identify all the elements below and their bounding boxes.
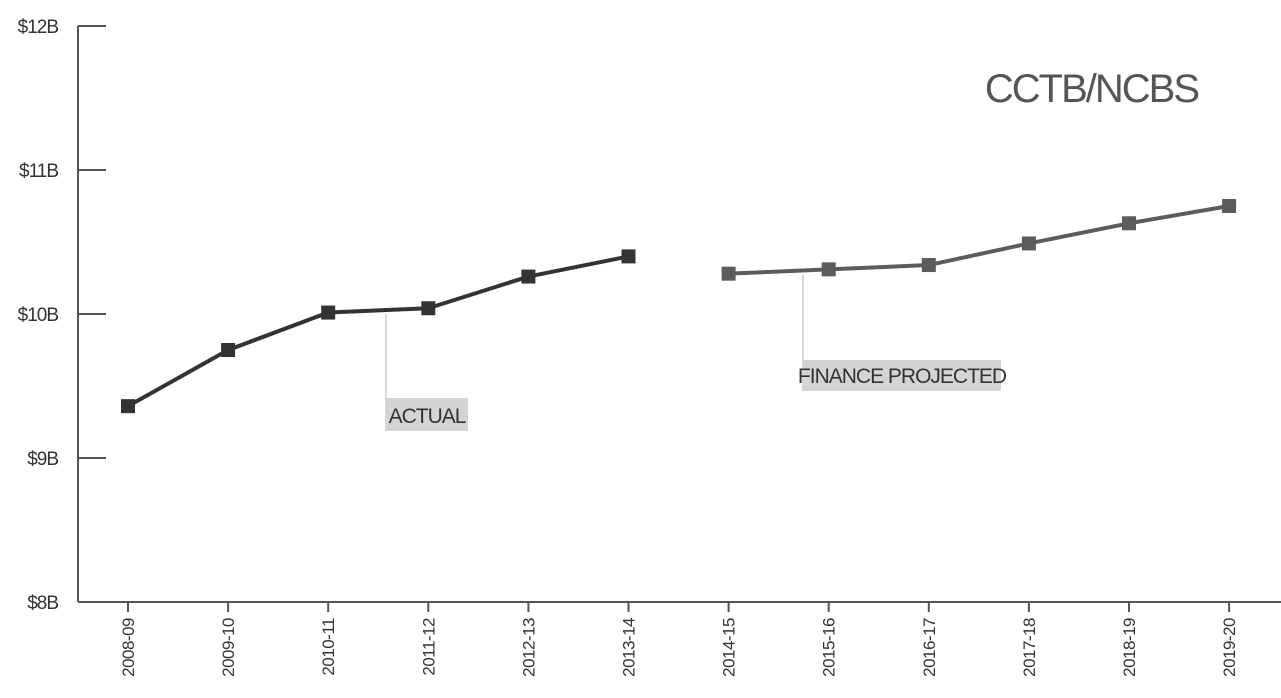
data-point-2009-10	[221, 343, 236, 357]
annotation-layer: ACTUAL FINANCE PROJECTED	[385, 274, 1008, 431]
x-tick-label: 2017-18	[1020, 618, 1039, 677]
data-point-2016-17	[921, 258, 936, 273]
data-point-2017-18	[1021, 236, 1036, 251]
data-point-2008-09	[121, 399, 135, 414]
x-tick-label: 2012-13	[519, 618, 538, 677]
y-tick-label: $11B	[19, 161, 58, 182]
x-tick-label: 2008-09	[119, 618, 138, 677]
x-tick-label: 2013-14	[620, 618, 639, 677]
x-tick-label: 2014-15	[720, 618, 739, 677]
x-tick-label: 2011-12	[419, 618, 438, 676]
axes: $8B $9B $10B $11B $12B 2008-09 2009-10 2010-11 2…	[18, 17, 1281, 677]
annotation-box	[386, 398, 468, 431]
data-point-2010-11	[321, 305, 336, 320]
data-point-2014-15	[721, 266, 736, 281]
annotation-label: FINANCE PROJECTED	[798, 365, 1007, 388]
y-tick-label: $9B	[27, 449, 58, 470]
y-tick-label: $10B	[18, 305, 59, 326]
series-layer	[121, 199, 1237, 414]
annotation-label: ACTUAL	[389, 405, 466, 428]
y-tick-label: $8B	[27, 593, 58, 614]
data-point-2018-19	[1122, 216, 1136, 231]
data-point-2011-12	[421, 301, 436, 316]
data-point-2019-20	[1222, 199, 1237, 213]
x-tick-label: 2010-11	[319, 618, 338, 676]
data-point-2013-14	[621, 249, 636, 264]
data-point-2012-13	[521, 269, 536, 284]
x-tick-label: 2009-10	[219, 618, 238, 677]
chart-title: CCTB/NCBS	[985, 67, 1198, 111]
x-tick-label: 2018-19	[1120, 618, 1139, 677]
annotation-box	[803, 360, 1001, 391]
y-tick-label: $12B	[18, 17, 59, 38]
x-tick-label: 2016-17	[920, 618, 939, 677]
x-tick-label: 2019-20	[1220, 618, 1239, 677]
x-tick-label: 2015-16	[820, 618, 839, 677]
series-line-2	[728, 204, 1230, 276]
data-point-2015-16	[821, 262, 836, 277]
series-line-1	[127, 254, 629, 408]
